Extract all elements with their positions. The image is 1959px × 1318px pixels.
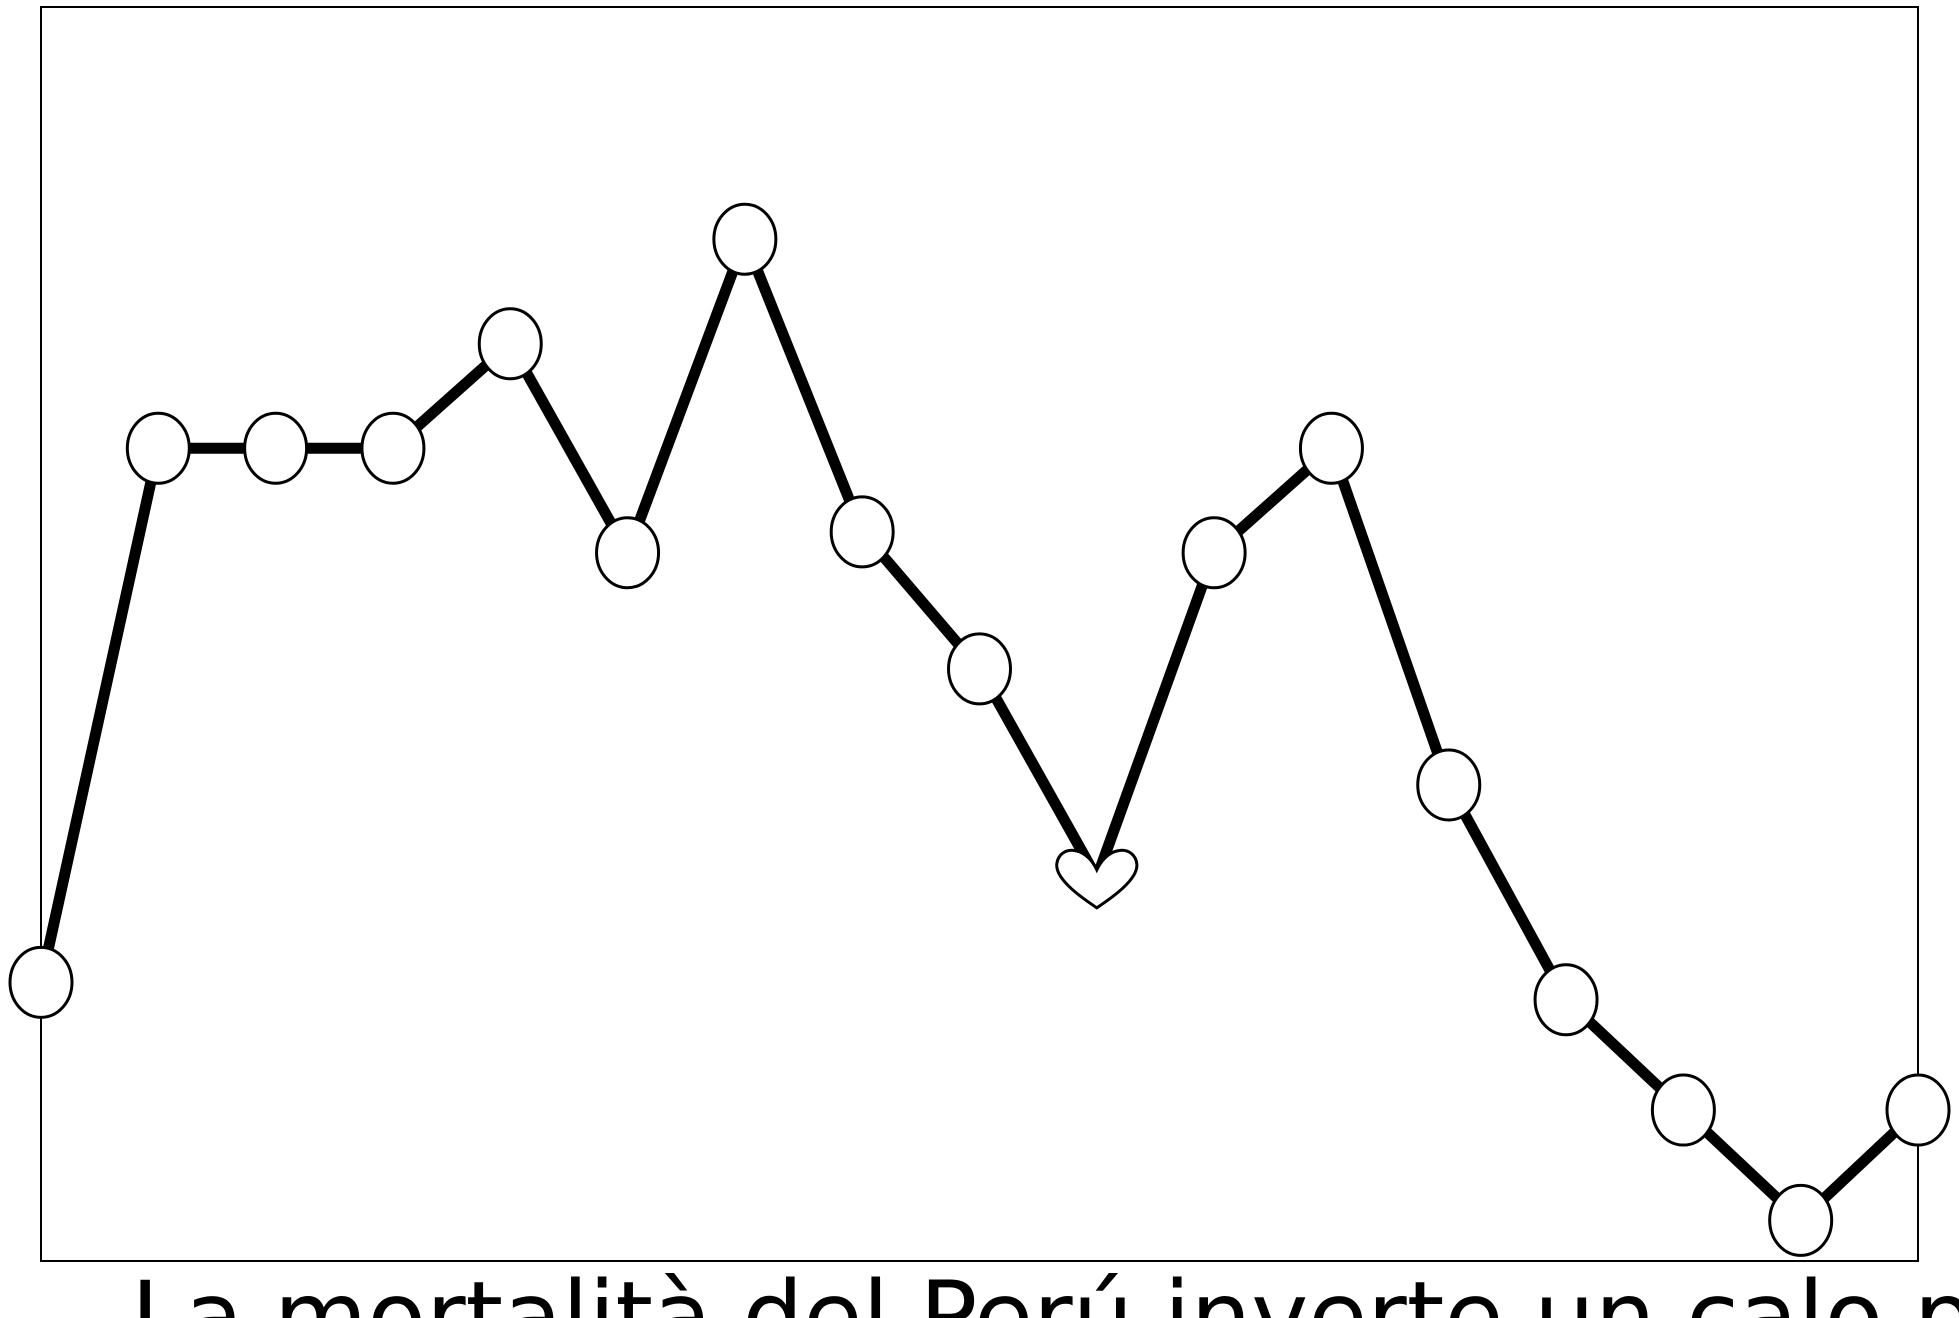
data-point-marker: [477, 307, 543, 381]
chart-title: La mortalità del Perú inverte un calo pr…: [131, 1261, 1959, 1318]
data-point-marker: [595, 516, 661, 590]
data-point-marker: [1298, 411, 1364, 485]
data-point-marker: [1650, 1073, 1716, 1147]
heart-marker: [1055, 848, 1139, 910]
data-point-marker: [243, 411, 309, 485]
data-point-marker: [360, 411, 426, 485]
data-point-marker: [829, 495, 895, 569]
data-point-marker: [1533, 963, 1599, 1037]
series-layer: [35, 223, 1922, 1228]
data-point-marker: [1768, 1183, 1834, 1257]
data-point-marker: [8, 945, 74, 1019]
data-point-marker: [947, 632, 1012, 706]
marker-layer: [8, 202, 1951, 1257]
data-point-marker: [1416, 748, 1482, 822]
data-point-marker: [712, 202, 778, 276]
series-line: [35, 223, 1922, 1228]
data-point-marker: [1885, 1073, 1951, 1147]
plot-frame: [40, 6, 1919, 1262]
data-point-marker: [1181, 516, 1247, 590]
data-point-marker: [125, 411, 191, 485]
